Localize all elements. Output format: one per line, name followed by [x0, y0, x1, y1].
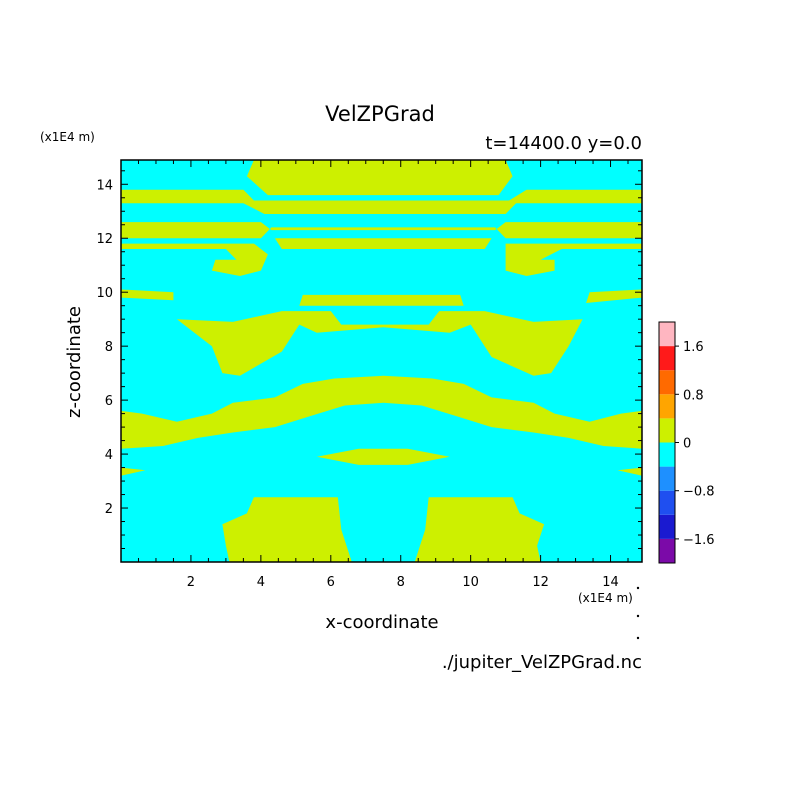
- x-units-label: (x1E4 m): [578, 591, 633, 605]
- y-tick-label: 8: [105, 340, 113, 355]
- colorbar-swatch: [659, 490, 675, 515]
- positive-region-10: [176, 311, 583, 376]
- x-tick-label: 10: [462, 575, 479, 590]
- positive-region-14: [617, 467, 642, 476]
- positive-region-11: [121, 375, 642, 449]
- positive-region-15: [222, 497, 352, 562]
- colorbar-tick-label: 0: [683, 437, 691, 452]
- x-tick-label: 6: [327, 575, 335, 590]
- y-axis-label: z-coordinate: [64, 306, 85, 418]
- colorbar-swatch: [659, 538, 675, 563]
- y-tick-label: 14: [96, 178, 113, 193]
- chart-title: VelZPGrad: [325, 102, 435, 126]
- y-tick-label: 12: [96, 232, 113, 247]
- x-tick-label: 14: [602, 575, 619, 590]
- axis-ticks: 2 4 6 8 10 12 14 2 4 6 8 10 12 14: [96, 160, 642, 590]
- positive-region-5: [121, 243, 268, 276]
- colorbar-swatch: [659, 466, 675, 491]
- y-tick-label: 10: [96, 286, 113, 301]
- colorbar-swatch: [659, 322, 675, 347]
- colorbar-tick-label: 0.8: [683, 388, 704, 403]
- positive-region-8: [586, 289, 642, 303]
- colorbar-swatch: [659, 418, 675, 443]
- y-units-label: (x1E4 m): [40, 130, 95, 144]
- source-filename: ./jupiter_VelZPGrad.nc: [442, 652, 642, 673]
- chart-subtitle: t=14400.0 y=0.0: [485, 133, 642, 154]
- positive-region-7: [121, 289, 174, 301]
- x-tick-label: 4: [257, 575, 265, 590]
- marker-dot: [636, 614, 640, 618]
- colorbar-tick-label: 1.6: [683, 340, 704, 355]
- y-tick-label: 4: [105, 448, 113, 463]
- positive-region-6: [505, 243, 642, 276]
- positive-region-3: [121, 222, 642, 239]
- positive-region-16: [414, 497, 545, 562]
- plot-background: [121, 160, 642, 562]
- colorbar-swatch: [659, 514, 675, 539]
- colorbar-swatch: [659, 370, 675, 395]
- colorbar-swatch: [659, 394, 675, 419]
- positive-region-2: [121, 189, 642, 214]
- colorbar-tick-label: −0.8: [683, 485, 715, 500]
- y-tick-label: 2: [105, 502, 113, 517]
- marker-dot: [636, 636, 640, 640]
- positive-region-4: [274, 238, 492, 249]
- x-tick-label: 12: [532, 575, 549, 590]
- x-axis-label: x-coordinate: [325, 612, 438, 633]
- y-tick-label: 6: [105, 394, 113, 409]
- marker-dot: [636, 586, 640, 590]
- positive-region-12: [316, 448, 450, 465]
- positive-region-13: [121, 467, 146, 476]
- colorbar-swatch: [659, 442, 675, 467]
- colorbar-swatch: [659, 346, 675, 371]
- x-tick-label: 2: [187, 575, 195, 590]
- x-tick-label: 8: [397, 575, 405, 590]
- plot-frame: [120, 159, 643, 563]
- positive-region-1: [246, 160, 513, 196]
- colorbar-tick-label: −1.6: [683, 533, 715, 548]
- positive-region-9: [299, 294, 464, 306]
- contour-regions: [121, 160, 642, 562]
- plot-area: 2 4 6 8 10 12 14 2 4 6 8 10 12 14: [96, 159, 643, 590]
- colorbar: 1.6 0.8 0 −0.8 −1.6: [658, 321, 715, 564]
